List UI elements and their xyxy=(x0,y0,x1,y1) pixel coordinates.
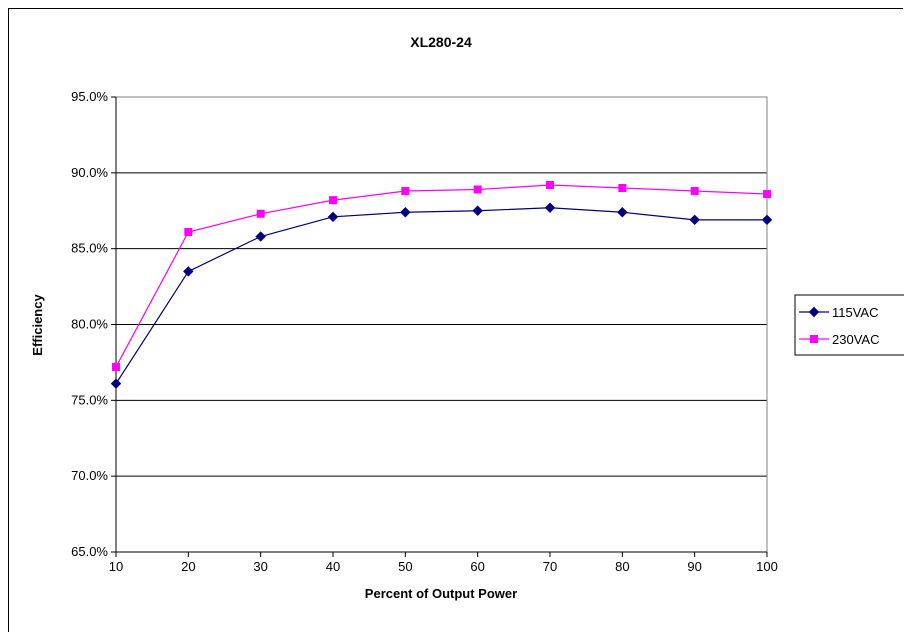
data-point xyxy=(400,207,411,218)
y-tick-label: 90.0% xyxy=(71,165,108,180)
x-tick-label: 30 xyxy=(253,559,267,574)
y-tick-label: 95.0% xyxy=(71,89,108,104)
x-tick-label: 80 xyxy=(615,559,629,574)
data-point xyxy=(473,185,482,194)
data-point xyxy=(618,184,627,192)
chart-title: XL280-24 xyxy=(410,34,472,50)
legend-marker xyxy=(810,335,818,343)
x-tick-label: 60 xyxy=(470,559,484,574)
legend-entry: 230VAC xyxy=(799,332,879,347)
line-chart: XL280-24 65.0% 70.0% 75.0% 80.0% 85.0% 90.0% 9… xyxy=(30,34,904,601)
data-point xyxy=(617,207,628,218)
data-point xyxy=(472,205,483,216)
data-point xyxy=(690,187,699,196)
x-tick-label: 20 xyxy=(181,559,195,574)
y-axis-title: Efficiency xyxy=(30,294,45,356)
legend-label: 230VAC xyxy=(832,332,879,347)
y-tick-labels: 65.0% 70.0% 75.0% 80.0% 85.0% 90.0% 95.0% xyxy=(71,89,108,559)
x-tick-label: 90 xyxy=(687,559,701,574)
x-tick-labels: 10 20 30 40 50 60 70 80 90 100 xyxy=(109,559,778,574)
y-tick-label: 70.0% xyxy=(71,468,108,483)
legend-box xyxy=(794,294,904,356)
gridlines xyxy=(116,96,767,477)
x-tick-label: 50 xyxy=(398,559,412,574)
series-line xyxy=(115,184,768,368)
data-point xyxy=(689,214,700,226)
chart-frame: XL280-24 65.0% 70.0% 75.0% 80.0% 85.0% 90.0% 9… xyxy=(8,8,904,632)
y-tick-label: 75.0% xyxy=(71,392,108,407)
data-point xyxy=(329,196,337,205)
data-point xyxy=(112,362,120,371)
data-point xyxy=(327,211,339,223)
x-tick-label: 40 xyxy=(326,559,340,574)
data-point xyxy=(546,180,554,189)
x-tick-label: 10 xyxy=(109,559,123,574)
series-230vac xyxy=(112,180,771,371)
series-115vac xyxy=(110,202,773,389)
data-point xyxy=(256,209,265,218)
x-tick-label: 100 xyxy=(756,559,778,574)
legend: 115VAC 230VAC xyxy=(794,294,904,356)
axes xyxy=(111,96,768,557)
data-point xyxy=(401,187,410,196)
y-tick-label: 80.0% xyxy=(71,317,108,332)
legend-label: 115VAC xyxy=(832,305,879,320)
series-line xyxy=(115,207,767,384)
y-tick-label: 65.0% xyxy=(71,544,108,559)
data-point xyxy=(110,378,122,389)
data-point xyxy=(763,190,771,199)
series-layer xyxy=(110,180,773,389)
data-point xyxy=(544,202,556,213)
x-axis-title: Percent of Output Power xyxy=(365,586,517,601)
data-point xyxy=(183,266,194,277)
x-tick-label: 70 xyxy=(543,559,557,574)
legend-marker xyxy=(808,306,820,318)
y-tick-label: 85.0% xyxy=(71,241,108,256)
data-point xyxy=(184,227,193,236)
data-point xyxy=(761,214,773,226)
legend-entry: 115VAC xyxy=(799,305,879,320)
data-point xyxy=(255,231,266,242)
